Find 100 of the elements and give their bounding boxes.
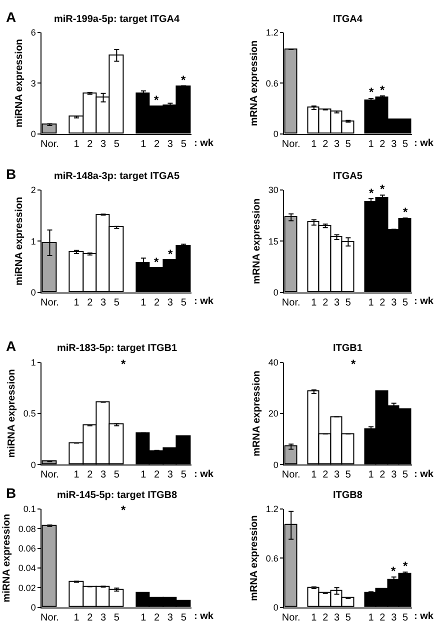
x-tick-label: 1 (311, 470, 318, 481)
x-tick-label: 5 (114, 297, 120, 308)
y-tick-label: 3 (30, 78, 36, 88)
y-tick-label: 0.1 (23, 504, 36, 514)
y-axis-title: mRNA expression (248, 40, 260, 126)
x-tick-label: 3 (167, 297, 174, 308)
y-axis-title: miRNA expression (14, 38, 25, 128)
x-tick-label: 3 (334, 297, 340, 308)
y-tick-label: 0 (30, 129, 36, 140)
x-axis-title: : wk (414, 138, 434, 149)
x-axis-title: : wk (194, 469, 214, 480)
x-tick-label: 3 (334, 138, 340, 150)
x-tick-label: 2 (380, 612, 386, 624)
x-tick-label: 2 (87, 138, 94, 150)
x-tick-label: Nor. (282, 470, 300, 481)
x-tick-label: 2 (154, 297, 160, 308)
y-tick-label: 0.06 (18, 543, 36, 554)
y-tick-label: 1.2 (266, 504, 278, 514)
x-tick-label: 5 (402, 470, 408, 481)
x-tick-label: 2 (380, 470, 386, 481)
x-tick-label: 3 (100, 612, 106, 624)
data-label: * (181, 73, 186, 87)
x-tick-label: 5 (345, 297, 352, 308)
x-tick-label: 2 (154, 612, 160, 624)
x-tick-label: 2 (322, 612, 329, 624)
y-tick-label: 0 (273, 288, 278, 298)
x-tick-label: 5 (114, 138, 120, 150)
data-label: * (403, 205, 408, 219)
y-tick-label: 30 (268, 185, 278, 196)
x-tick-label: 1 (368, 470, 374, 481)
x-axis-title: : wk (414, 296, 434, 307)
x-tick-label: 1 (74, 612, 80, 624)
x-tick-label: 2 (154, 470, 160, 481)
x-tick-label: 3 (167, 470, 174, 481)
y-tick-label: 0 (273, 129, 278, 140)
x-tick-label: 5 (345, 612, 352, 624)
x-tick-label: 1 (311, 297, 318, 308)
x-tick-label: 2 (380, 297, 386, 308)
data-label: * (369, 186, 374, 200)
y-tick-label: 0 (273, 602, 278, 613)
data-label: * (380, 182, 385, 196)
y-tick-label: 40 (268, 357, 278, 368)
y-tick-label: 1 (30, 236, 36, 246)
x-tick-label: 5 (114, 612, 120, 624)
x-tick-label: 5 (180, 612, 187, 624)
y-tick-label: 20 (268, 408, 278, 419)
data-label: * (403, 559, 408, 573)
x-tick-label: 3 (100, 470, 106, 481)
y-tick-label: 15 (268, 236, 278, 246)
y-axis-title: miRNA expression (1, 514, 12, 602)
x-tick-label: 5 (402, 297, 408, 308)
x-tick-label: 5 (180, 297, 187, 308)
x-tick-label: 5 (114, 470, 120, 481)
x-tick-label: Nor. (40, 297, 59, 308)
x-tick-label: 2 (154, 138, 160, 150)
x-axis-title: : wk (194, 138, 214, 149)
text: B (6, 166, 16, 182)
data-label: * (380, 83, 385, 97)
annotation: * (121, 503, 126, 517)
y-tick-label: 1.2 (266, 28, 278, 38)
x-tick-label: 3 (334, 470, 340, 481)
y-tick-label: 1 (30, 357, 36, 368)
x-tick-label: Nor. (282, 138, 300, 150)
y-tick-label: 0 (30, 460, 36, 470)
chart-title: miR-148a-3p: target ITGA5 (54, 171, 180, 182)
text: B (6, 485, 16, 501)
x-tick-label: 5 (180, 138, 187, 150)
x-tick-label: Nor. (40, 612, 59, 624)
x-tick-label: 1 (74, 138, 80, 150)
data-label: * (154, 255, 159, 269)
x-tick-label: 3 (167, 138, 174, 150)
y-axis-title: mRNA expression (248, 515, 260, 602)
x-tick-label: 1 (74, 297, 80, 308)
x-tick-label: 3 (100, 297, 106, 308)
x-tick-label: Nor. (40, 138, 59, 150)
x-axis-title: : wk (194, 611, 214, 622)
y-tick-label: 0.02 (18, 582, 36, 593)
x-tick-label: 1 (368, 297, 374, 308)
x-tick-label: 2 (380, 138, 386, 150)
x-tick-label: 3 (391, 612, 398, 624)
x-tick-label: 1 (74, 470, 80, 481)
x-tick-label: 5 (345, 470, 352, 481)
x-tick-label: 5 (402, 612, 408, 624)
y-axis-title: mRNA expression (251, 370, 262, 456)
y-axis-title: mRNA expression (251, 198, 262, 284)
chart-title: miR-199a-5p: target ITGA4 (54, 14, 180, 25)
x-tick-label: Nor. (282, 612, 300, 624)
x-tick-label: 3 (334, 612, 340, 624)
x-tick-label: 2 (87, 612, 94, 624)
x-tick-label: 3 (391, 138, 398, 150)
x-tick-label: 1 (140, 612, 147, 624)
y-tick-label: 0 (30, 602, 36, 613)
y-axis-title: miRNA expression (6, 369, 18, 458)
x-tick-label: 2 (322, 297, 329, 308)
x-tick-label: Nor. (282, 297, 300, 308)
y-tick-label: 0.6 (266, 553, 278, 564)
y-tick-label: 0.5 (23, 408, 36, 419)
y-axis-title: miRNA expression (14, 196, 25, 286)
x-tick-label: 1 (140, 470, 147, 481)
x-tick-label: 1 (311, 612, 318, 624)
